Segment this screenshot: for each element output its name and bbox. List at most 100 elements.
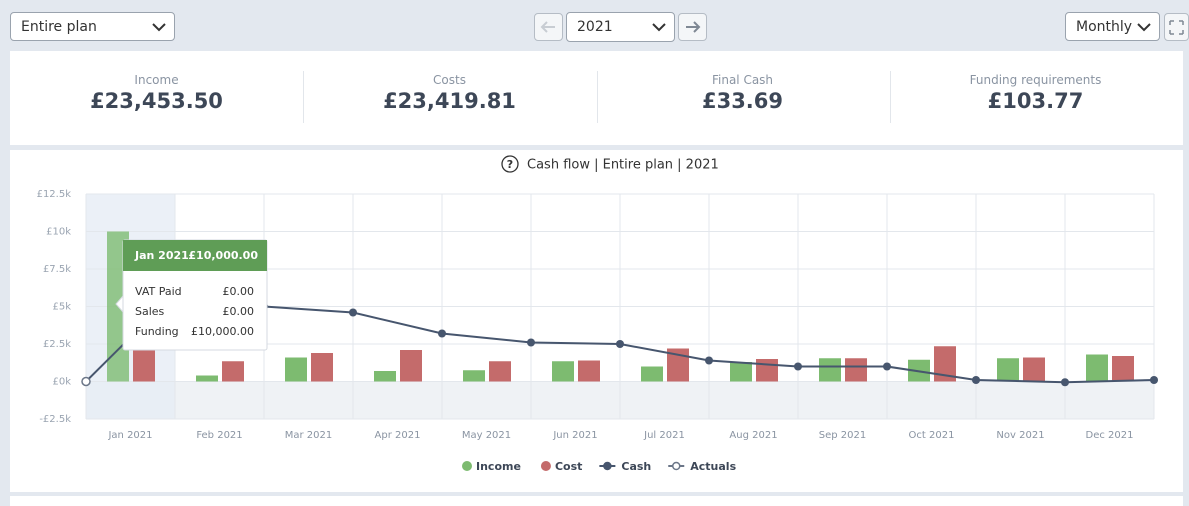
chevron xyxy=(652,23,666,32)
stat-divider xyxy=(596,71,598,123)
chart-title: Cash flow | Entire plan | 2021 xyxy=(527,158,719,173)
legend-label: Cost xyxy=(555,460,582,473)
summary-card: Income £23,453.50 Costs £23,419.81 Final Cas… xyxy=(10,51,1183,145)
bar xyxy=(845,358,867,382)
x-tick-label: Apr 2021 xyxy=(375,430,421,441)
bar xyxy=(374,371,396,382)
bar xyxy=(196,375,218,382)
chevron xyxy=(1137,23,1151,32)
bar xyxy=(222,361,244,382)
y-tick-label: £2.5k xyxy=(43,339,71,350)
x-tick-label: Jun 2021 xyxy=(552,430,597,441)
bar xyxy=(400,350,422,382)
legend-label: Cash xyxy=(621,460,651,473)
tooltip-pointer xyxy=(115,294,124,314)
bar xyxy=(285,357,307,382)
chart-card: ? Cash flow | Entire plan | 2021 -£2.5k £… xyxy=(10,150,1183,492)
bar xyxy=(641,366,663,382)
summary-stat: Income £23,453.50 xyxy=(10,51,303,113)
cash-point xyxy=(972,376,980,384)
stat-label: Income xyxy=(134,73,179,87)
chart: ? Cash flow | Entire plan | 2021 -£2.5k £… xyxy=(37,155,1158,473)
stat-value: £33.69 xyxy=(701,89,784,113)
stat-value: £23,419.81 xyxy=(383,89,516,113)
stat-value: £23,453.50 xyxy=(90,89,223,113)
cash-point xyxy=(1150,376,1158,384)
cash-point xyxy=(616,340,624,348)
fullscreen-icon xyxy=(1169,20,1184,35)
bar xyxy=(730,362,752,382)
tooltip-row-label: VAT Paid xyxy=(135,285,182,298)
next-card xyxy=(10,496,1183,506)
x-tick-label: Jan 2021 xyxy=(107,430,152,441)
legend-item: Cash xyxy=(599,460,651,473)
fullscreen-button[interactable] xyxy=(1164,13,1189,41)
stat-label: Final Cash xyxy=(711,73,774,87)
tooltip-row-label: Funding xyxy=(135,325,179,338)
legend-item: Cost xyxy=(540,460,582,473)
tooltip-row-value: £10,000.00 xyxy=(191,325,254,338)
actuals-point xyxy=(81,376,91,387)
legend-item: Actuals xyxy=(668,460,737,473)
plan-select[interactable]: Entire plan xyxy=(10,12,175,41)
y-tick-label: £0k xyxy=(52,377,71,388)
x-tick-label: May 2021 xyxy=(462,430,511,441)
tooltip-row-value: £0.00 xyxy=(223,305,255,318)
period-select[interactable]: Monthly xyxy=(1065,12,1160,41)
legend-swatch xyxy=(672,461,681,471)
bar xyxy=(934,346,956,382)
prev-year[interactable] xyxy=(534,13,563,41)
tooltip-row-label: Sales xyxy=(135,305,165,318)
y-tick-label: £10k xyxy=(46,227,71,238)
bar xyxy=(756,359,778,382)
summary-stat: Funding requirements £103.77 xyxy=(889,51,1182,113)
x-tick-label: Dec 2021 xyxy=(1086,430,1134,441)
bar xyxy=(489,361,511,382)
bar xyxy=(1086,354,1108,382)
legend-label: Actuals xyxy=(690,460,736,473)
bar xyxy=(997,358,1019,382)
stat-label: Costs xyxy=(433,73,466,87)
plan-select-text: Entire plan xyxy=(21,19,97,35)
stat-value: £103.77 xyxy=(987,89,1084,113)
x-tick-label: Nov 2021 xyxy=(996,430,1044,441)
x-tick-label: Jul 2021 xyxy=(643,430,685,441)
help-icon[interactable] xyxy=(501,155,519,173)
legend-swatch xyxy=(603,461,612,471)
cash-point xyxy=(705,356,713,365)
y-tick-label: £5k xyxy=(52,302,71,313)
period-select-text: Monthly xyxy=(1076,19,1133,35)
cash-point xyxy=(527,338,535,347)
y-tick-label: -£2.5k xyxy=(39,414,71,425)
cash-point xyxy=(349,308,357,317)
bar xyxy=(311,353,333,382)
year-select[interactable]: 2021 xyxy=(566,12,675,42)
tooltip-row-value: £0.00 xyxy=(223,285,255,298)
y-tick-label: £12.5k xyxy=(37,189,72,200)
stat-label: Funding requirements xyxy=(969,73,1102,87)
legend-swatch xyxy=(540,461,551,471)
cash-line xyxy=(174,292,1155,384)
x-tick-label: Feb 2021 xyxy=(196,430,242,441)
y-tick-label: £7.5k xyxy=(43,264,71,275)
cash-point xyxy=(883,362,891,371)
legend-label: Income xyxy=(476,460,521,473)
legend-item: Income xyxy=(462,460,521,473)
next-year[interactable] xyxy=(678,13,707,41)
x-tick-label: Oct 2021 xyxy=(909,430,955,441)
tooltip-header xyxy=(123,240,267,271)
bar xyxy=(819,358,841,382)
bar xyxy=(463,370,485,382)
cash-point xyxy=(1061,378,1069,387)
chevron xyxy=(152,23,166,32)
bar xyxy=(1023,357,1045,382)
arrow-left xyxy=(540,21,555,33)
stat-divider xyxy=(889,71,891,123)
arrow-right xyxy=(686,21,701,33)
bar xyxy=(552,361,574,382)
x-tick-label: Mar 2021 xyxy=(285,430,333,441)
cash-point xyxy=(794,362,802,371)
bar xyxy=(578,360,600,382)
